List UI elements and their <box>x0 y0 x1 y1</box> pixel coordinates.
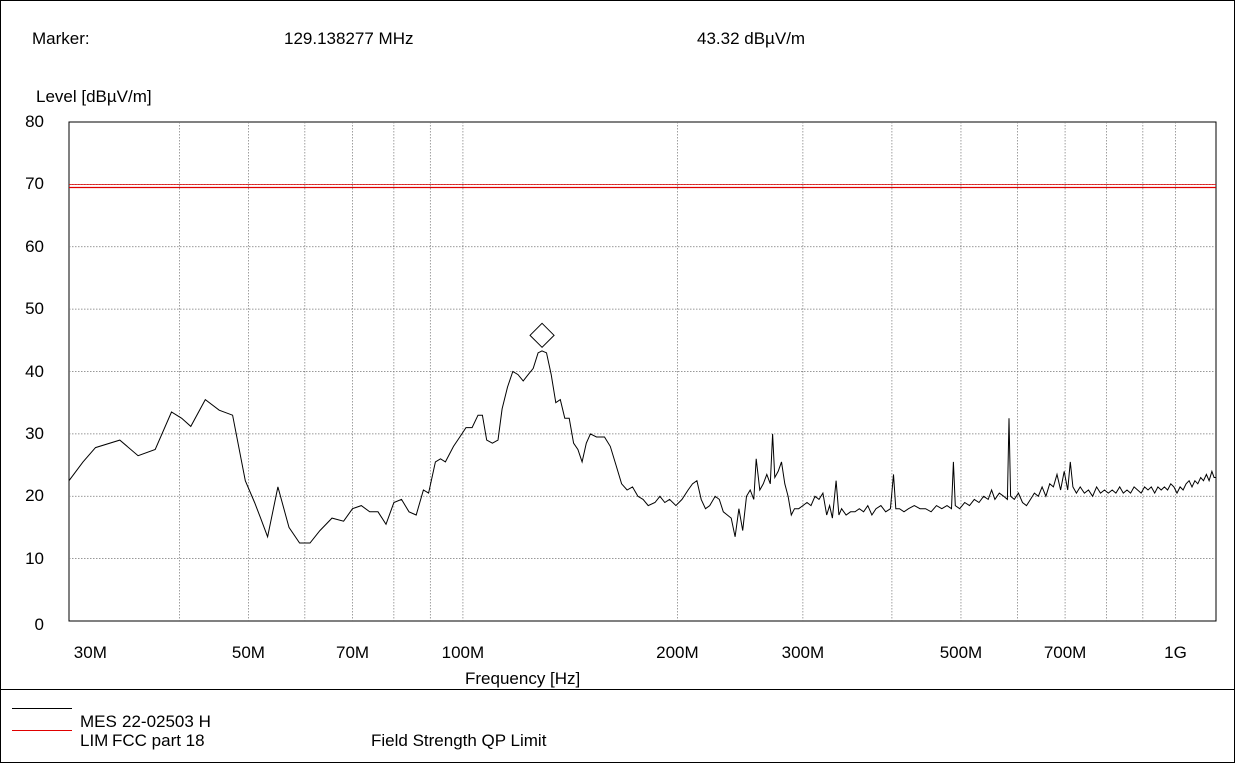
x-tick-100M: 100M <box>441 643 485 662</box>
x-tick-700M: 700M <box>1043 643 1087 662</box>
legend-mes-code: MES <box>80 712 117 731</box>
x-tick-500M: 500M <box>939 643 983 662</box>
x-tick-70M: 70M <box>335 643 370 662</box>
horizontal-gridlines <box>69 184 1216 559</box>
marker-diamond <box>529 322 555 349</box>
legend-mes-swatch <box>12 708 72 709</box>
vertical-gridlines <box>179 122 1176 621</box>
y-tick-20: 20 <box>25 486 44 506</box>
marker-level: 43.32 dBµV/m <box>697 29 806 48</box>
y-tick-80: 80 <box>25 112 44 131</box>
legend-lim-swatch <box>12 730 72 731</box>
legend-separator <box>0 689 1235 690</box>
x-tick-50M: 50M <box>231 643 265 662</box>
y-tick-30: 30 <box>25 423 44 443</box>
measurement-series-line <box>68 350 1216 544</box>
x-tick-1G: 1G <box>1164 643 1187 662</box>
legend-lim-name: FCC part 18 <box>112 731 205 750</box>
x-tick-300M: 300M <box>781 643 825 662</box>
x-tick-30M: 30M <box>73 643 107 662</box>
y-axis-label: Level [dBµV/m] <box>36 87 152 106</box>
x-tick-200M: 200M <box>656 643 699 662</box>
marker-label: Marker: <box>32 29 90 48</box>
y-tick-60: 60 <box>25 236 44 256</box>
marker-frequency: 129.138277 MHz <box>284 29 414 48</box>
legend-lim-description: Field Strength QP Limit <box>371 731 547 750</box>
y-tick-50: 50 <box>25 299 44 319</box>
y-tick-40: 40 <box>25 361 44 381</box>
legend-mes-name: 22-02503 H <box>122 712 211 731</box>
x-axis-label: Frequency [Hz] <box>465 669 581 688</box>
y-tick-0: 0 <box>34 615 44 634</box>
legend-lim-code: LIM <box>80 731 109 750</box>
y-tick-10: 10 <box>25 548 44 568</box>
y-tick-70: 70 <box>25 174 44 194</box>
